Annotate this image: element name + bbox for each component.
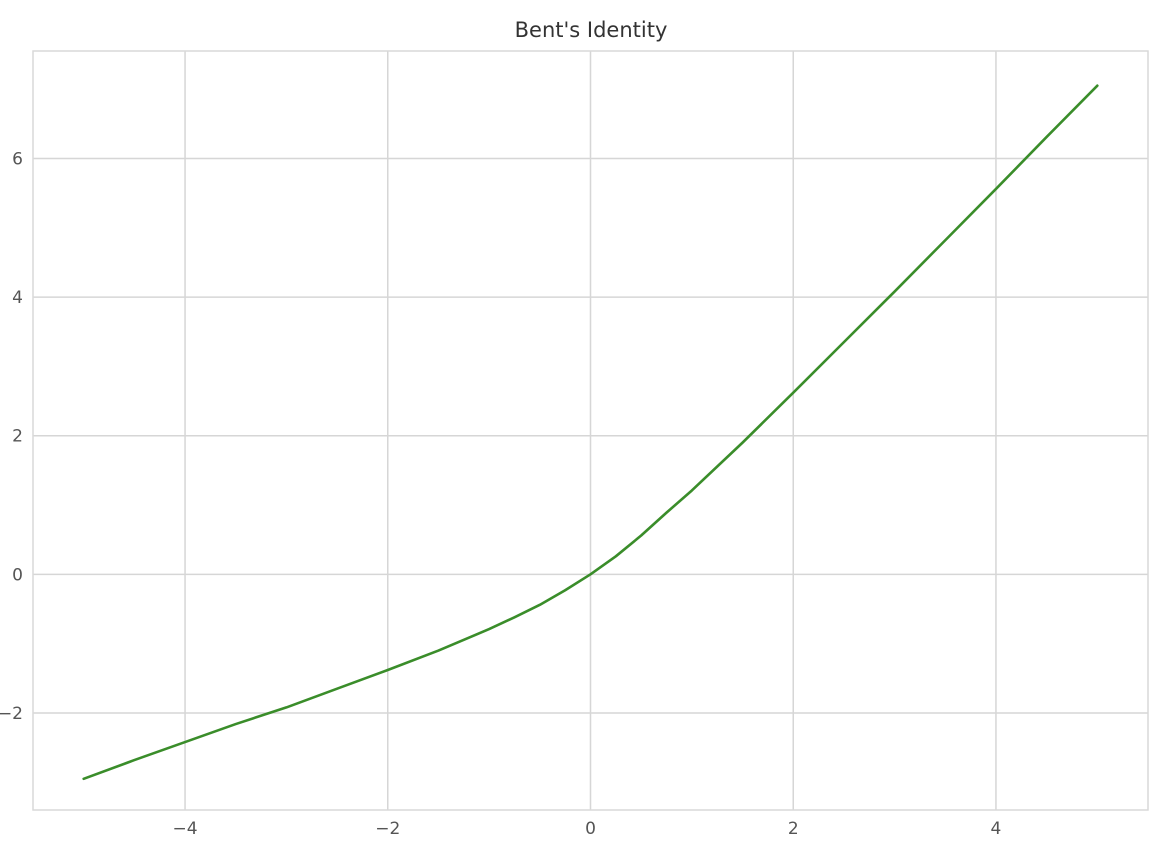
x-tick-label: −4	[173, 819, 198, 839]
series-line	[82, 84, 1099, 781]
y-axis-ticks: −2 0 2 4 6	[0, 149, 23, 724]
grid	[33, 51, 1148, 810]
y-tick-label: −2	[0, 704, 23, 724]
y-tick-label: 6	[12, 149, 23, 169]
y-tick-label: 2	[12, 427, 23, 447]
x-tick-label: 0	[585, 819, 596, 839]
x-tick-label: 2	[788, 819, 799, 839]
x-axis-ticks: −4 −2 0 2 4	[173, 819, 1002, 839]
y-tick-label: 4	[12, 288, 23, 308]
x-tick-label: 4	[991, 819, 1002, 839]
x-tick-label: −2	[375, 819, 400, 839]
plot-frame	[32, 50, 1149, 811]
series-layer	[82, 84, 1099, 781]
y-tick-label: 0	[12, 565, 23, 585]
chart-title: Bent's Identity	[515, 18, 668, 42]
